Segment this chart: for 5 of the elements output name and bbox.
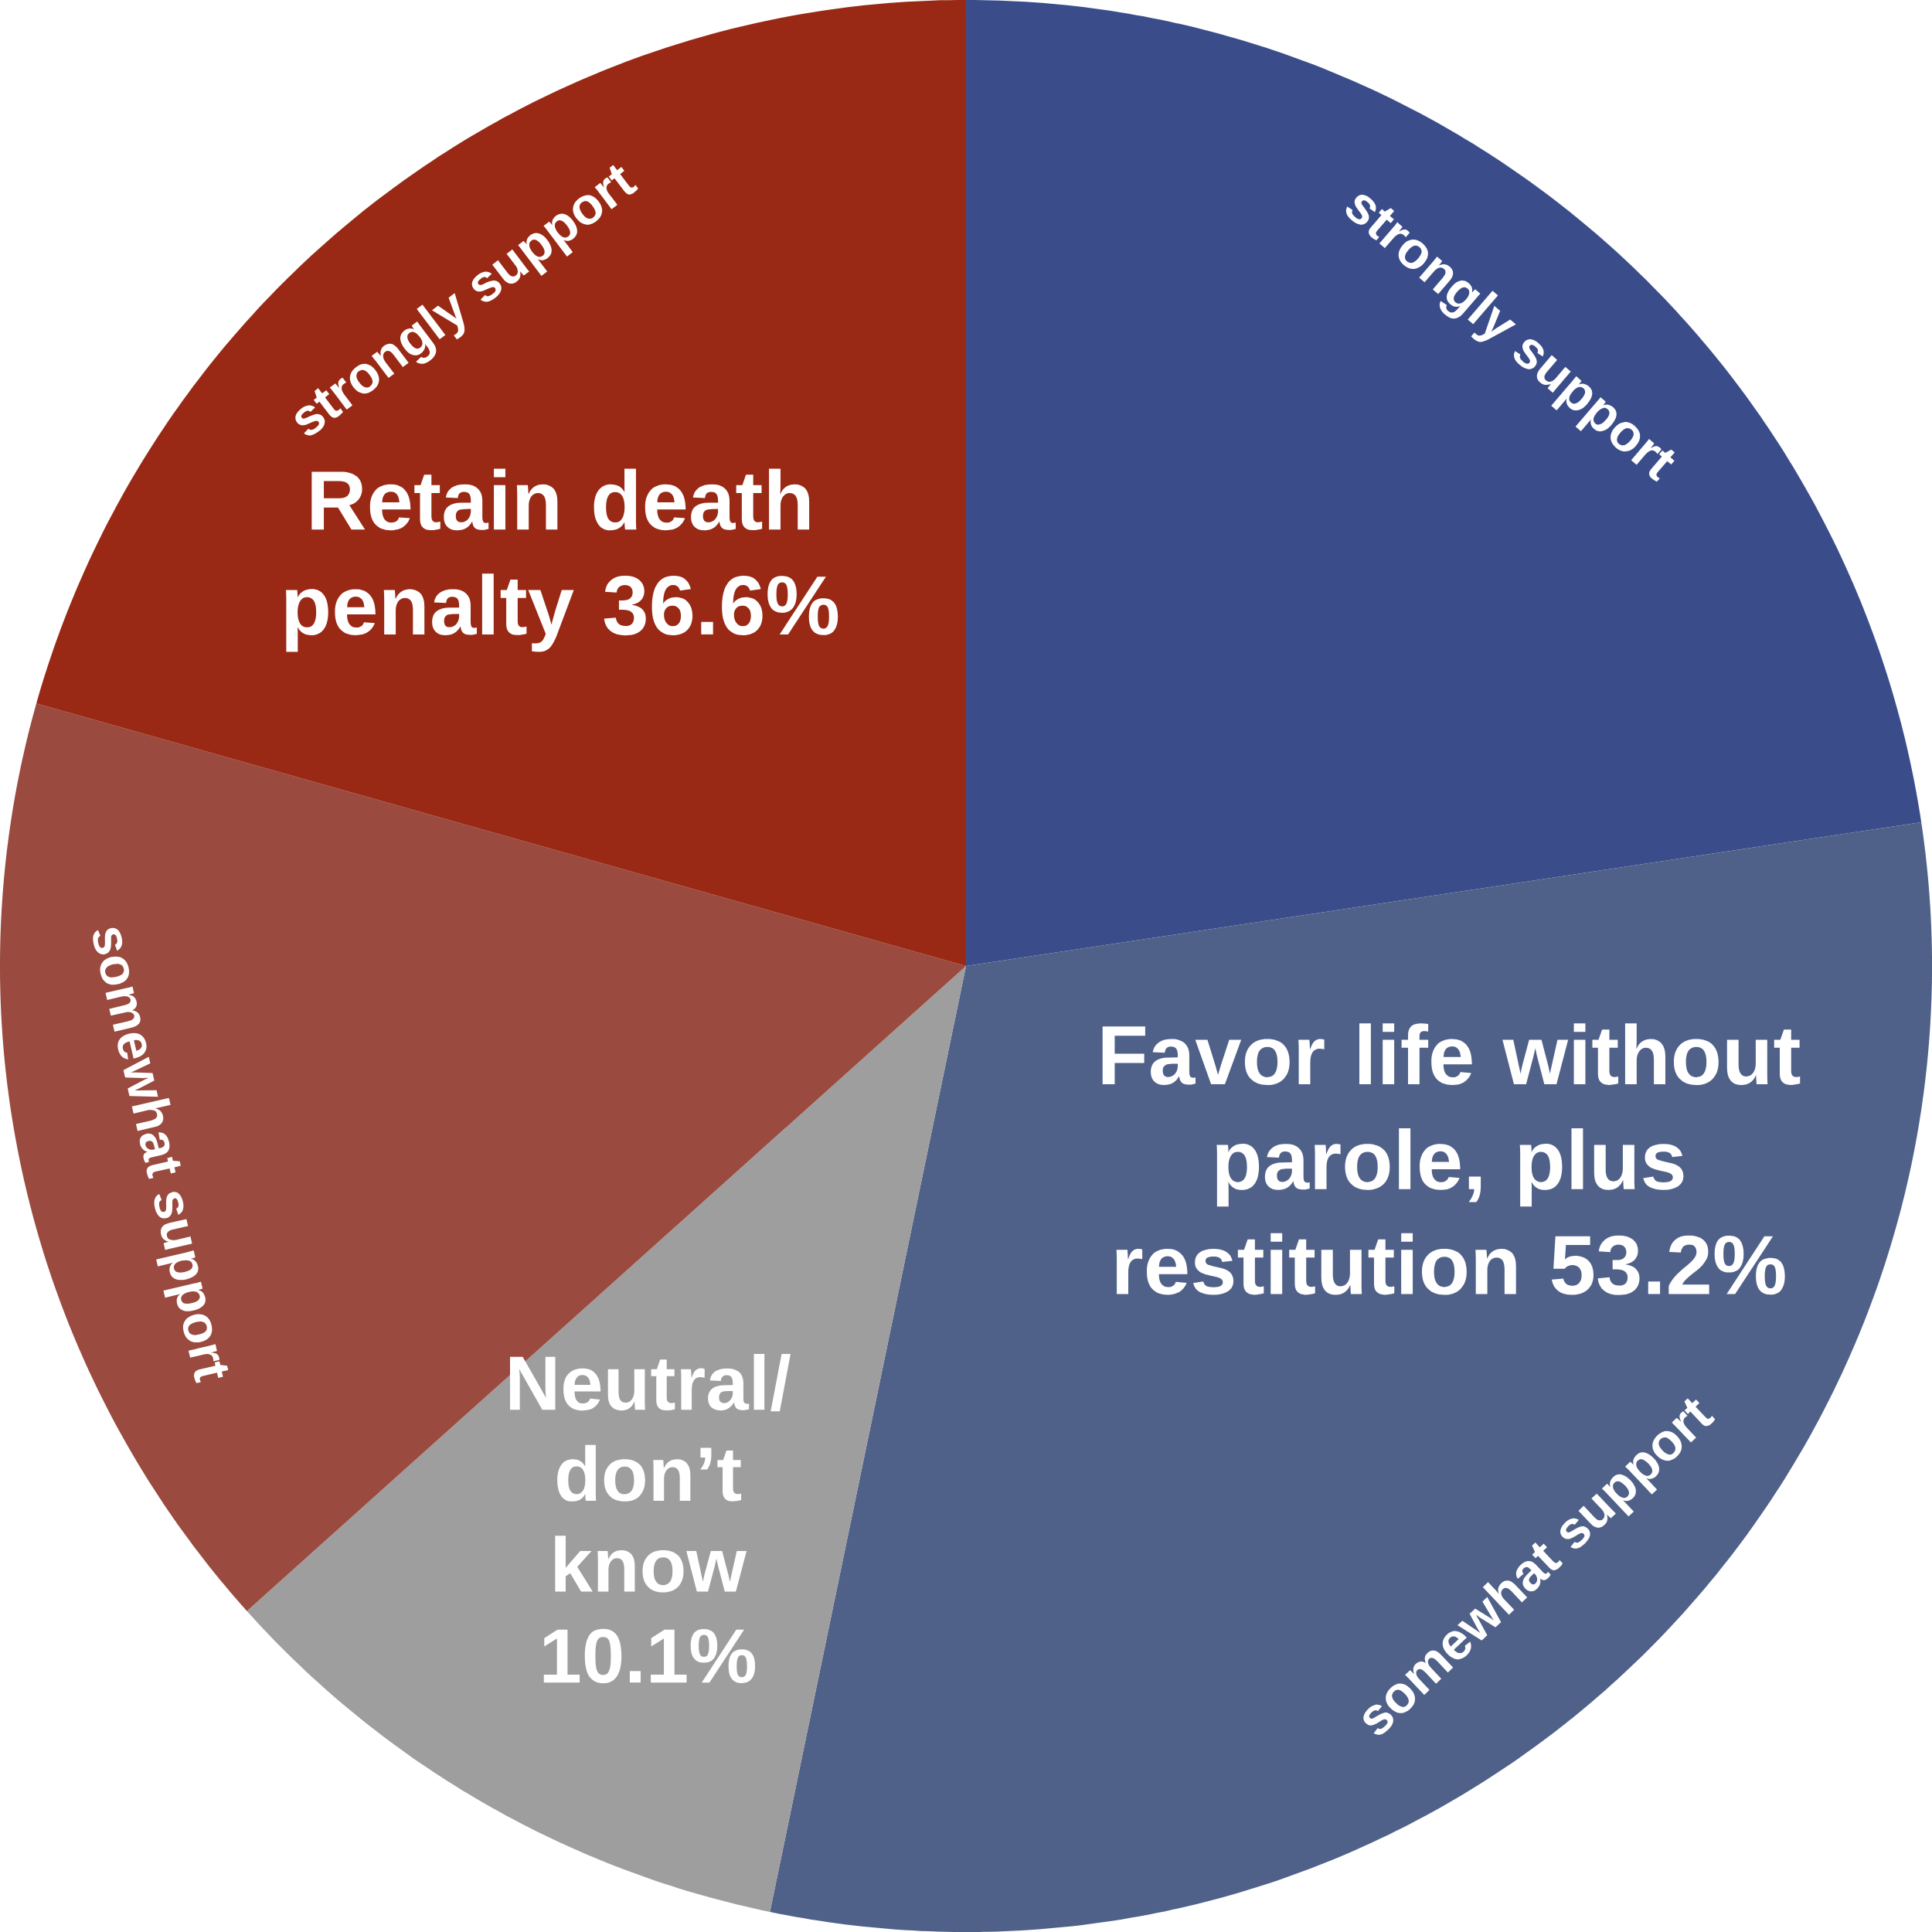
slice-label: somewhat support	[93, 927, 229, 1383]
text: Retain death penalty 36.6%	[286, 468, 838, 652]
text: Favor life without parole, plus restitution 53.2%	[1102, 1023, 1801, 1295]
slice-label: Neutral/ don’t know	[509, 1354, 791, 1593]
data-label: 10.1%	[543, 1628, 756, 1684]
